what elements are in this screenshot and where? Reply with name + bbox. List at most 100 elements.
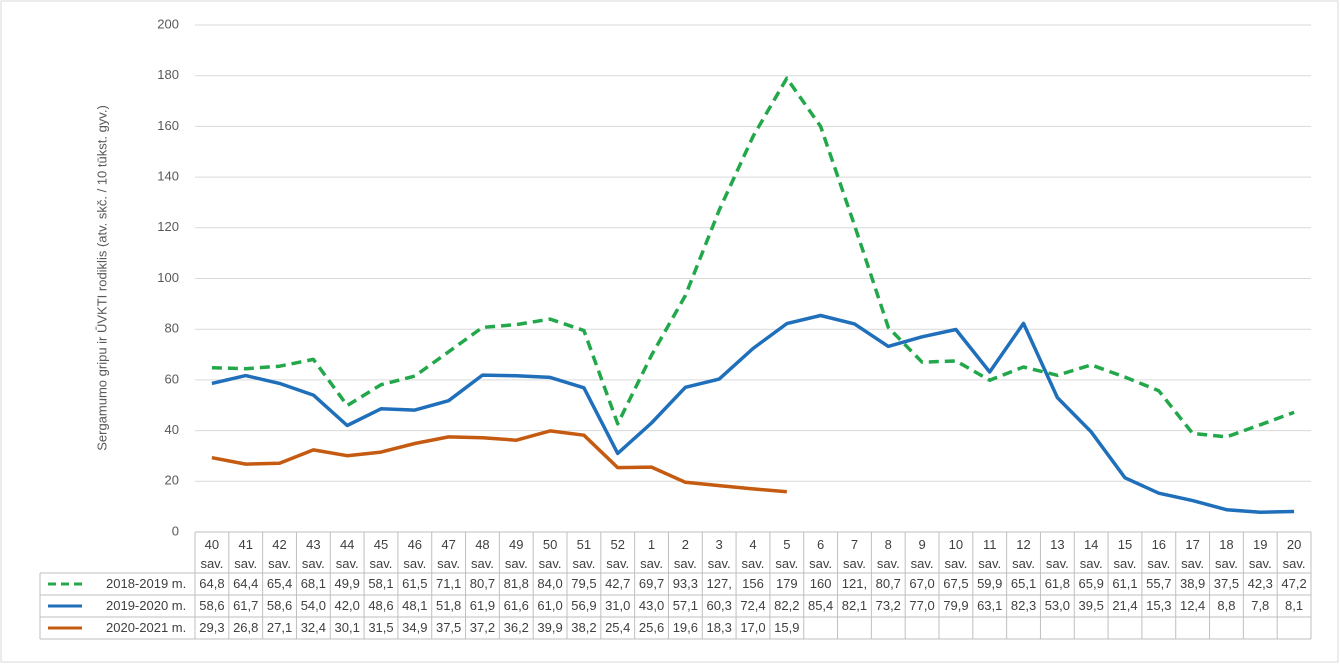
x-tick-label: 12 sav. [1012,537,1035,571]
data-label: 18,3 [706,620,732,635]
y-tick-label: 120 [157,219,179,234]
x-tick-label: 44 sav. [335,537,359,571]
data-label: 79,5 [571,576,597,591]
x-tick-label: 48 sav. [470,537,494,571]
x-tick-label: 11 sav. [978,537,1002,571]
data-label: 25,6 [638,620,665,635]
data-label: 58,6 [266,598,293,613]
legend-label: 2019-2020 m. [106,598,187,613]
data-label: 65,4 [266,576,293,591]
legend-label: 2020-2021 m. [106,620,187,635]
data-label: 61,5 [402,576,428,591]
x-tick-label: 42 sav. [268,537,291,571]
data-label: 81,8 [503,576,529,591]
data-label: 61,6 [503,598,529,613]
data-label: 72,4 [740,598,766,613]
data-label: 57,1 [672,598,699,613]
data-label: 53,0 [1044,598,1071,613]
data-label: 55,7 [1146,576,1172,591]
data-label: 21,4 [1112,598,1138,613]
data-label: 49,9 [334,576,360,591]
x-tick-label: 52 sav. [606,537,630,571]
series-line [211,429,787,494]
data-label: 43,0 [638,598,665,613]
x-tick-label: 7 sav. [842,537,866,571]
data-label: 60,3 [706,598,732,613]
data-label: 61,8 [1044,576,1071,591]
data-label: 39,9 [537,620,563,635]
data-label: 59,9 [977,576,1003,591]
data-label: 127, [706,576,732,591]
y-axis-label: Sergamumo gripu ir ŪVKTI rodiklis (atv. … [94,105,109,451]
data-label: 82,2 [774,598,800,613]
data-label: 38,9 [1179,576,1206,591]
x-tick-label: 13 sav. [1045,537,1069,571]
x-tick-label: 45 sav. [369,537,393,571]
y-tick-label: 0 [172,523,179,538]
data-label: 65,1 [1010,576,1037,591]
data-label: 56,9 [571,598,597,613]
x-tick-label: 8 sav. [876,537,900,571]
data-label: 160 [809,576,832,591]
x-tick-label: 40 sav. [200,537,224,571]
data-label: 19,6 [672,620,699,635]
data-label: 27,1 [266,620,293,635]
x-tick-label: 46 sav. [403,537,427,571]
data-label: 82,3 [1010,598,1037,613]
x-tick-label: 18 sav. [1214,537,1238,571]
series-line [211,313,1295,514]
x-tick-label: 50 sav. [538,537,562,571]
data-label: 67,0 [909,576,935,591]
data-label: 15,9 [774,620,800,635]
series-line [211,76,1295,439]
x-tick-label: 41 sav. [234,537,258,571]
x-tick-label: 15 sav. [1113,537,1137,571]
data-label: 36,2 [503,620,529,635]
data-label: 85,4 [807,598,834,613]
data-label: 48,6 [368,598,394,613]
data-label: 80,7 [875,576,901,591]
y-tick-label: 140 [157,169,179,184]
data-label: 47,2 [1281,576,1307,591]
data-label: 31,5 [368,620,394,635]
data-label: 51,8 [435,598,462,613]
data-label: 58,1 [368,576,394,591]
y-tick-label: 80 [165,321,179,336]
data-label: 65,9 [1078,576,1104,591]
data-label: 30,1 [334,620,360,635]
y-tick-label: 60 [165,371,179,386]
y-tick-label: 200 [157,16,179,31]
data-label: 80,7 [469,576,496,591]
data-label: 64,8 [199,576,225,591]
x-tick-label: 17 sav. [1181,537,1205,571]
x-tick-label: 51 sav. [572,537,596,571]
x-tick-label: 16 sav. [1147,537,1171,571]
data-label: 69,7 [638,576,665,591]
x-tick-label: 6 sav. [809,537,833,571]
x-tick-label: 49 sav. [504,537,528,571]
data-label: 58,6 [199,598,225,613]
x-tick-label: 47 sav. [437,537,461,571]
data-label: 84,0 [537,576,563,591]
data-label: 37,5 [435,620,462,635]
data-label: 156 [742,576,764,591]
data-label: 71,1 [435,576,462,591]
data-label: 61,9 [469,598,496,613]
data-label: 7,8 [1251,598,1270,613]
data-label: 38,2 [571,620,597,635]
y-tick-label: 20 [165,473,179,488]
x-tick-label: 43 sav. [301,537,325,571]
data-label: 25,4 [605,620,631,635]
data-label: 34,9 [402,620,428,635]
data-label: 26,8 [233,620,259,635]
data-label: 73,2 [875,598,901,613]
data-label: 39,5 [1078,598,1104,613]
y-tick-label: 100 [157,270,179,285]
x-tick-label: 1 sav. [640,537,663,571]
x-tick-label: 14 sav. [1079,537,1103,571]
data-label: 64,4 [233,576,259,591]
data-label: 77,0 [909,598,935,613]
data-label: 121, [841,576,868,591]
